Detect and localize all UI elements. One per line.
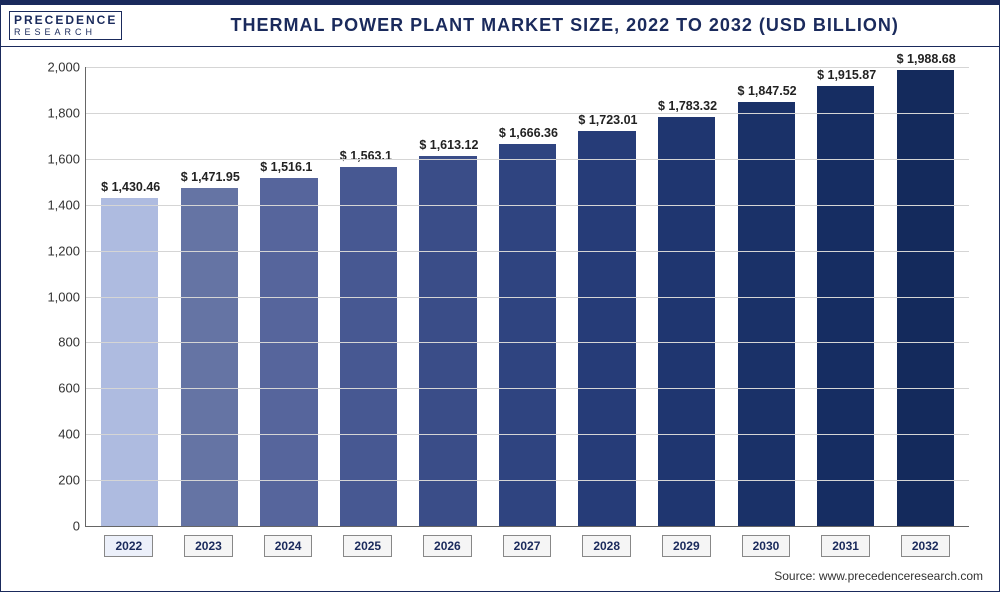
x-tick-label: 2032	[901, 535, 950, 557]
x-tick-label-wrap: 2028	[567, 535, 647, 557]
brand-logo-line1: PRECEDENCE	[14, 14, 117, 26]
x-tick-label-wrap: 2023	[169, 535, 249, 557]
x-tick-label-wrap: 2024	[248, 535, 328, 557]
gridline	[86, 434, 969, 435]
source-attribution: Source: www.precedenceresearch.com	[774, 569, 983, 583]
bar: $ 1,666.36	[499, 144, 556, 526]
bar: $ 1,430.46	[101, 198, 158, 526]
bar-value-label: $ 1,723.01	[578, 113, 637, 127]
y-tick-label: 1,600	[32, 151, 80, 166]
x-tick-label: 2027	[503, 535, 552, 557]
gridline	[86, 342, 969, 343]
chart-title: THERMAL POWER PLANT MARKET SIZE, 2022 TO…	[130, 15, 999, 36]
gridline	[86, 480, 969, 481]
y-tick-label: 200	[32, 473, 80, 488]
y-tick-label: 400	[32, 427, 80, 442]
bar-value-label: $ 1,915.87	[817, 68, 876, 82]
bar: $ 1,516.1	[260, 178, 317, 526]
x-axis-labels: 2022 2023 2024 2025 2026 2027 2028 2029 2030 2031…	[85, 535, 969, 557]
bar-value-label: $ 1,783.32	[658, 99, 717, 113]
x-tick-label: 2024	[264, 535, 313, 557]
bar: $ 1,471.95	[181, 188, 238, 526]
x-tick-label: 2030	[742, 535, 791, 557]
bar-value-label: $ 1,471.95	[181, 170, 240, 184]
bar: $ 1,988.68	[897, 70, 954, 526]
x-tick-label: 2029	[662, 535, 711, 557]
x-tick-label: 2031	[821, 535, 870, 557]
bar-value-label: $ 1,847.52	[738, 84, 797, 98]
x-tick-label: 2022	[104, 535, 153, 557]
y-tick-label: 2,000	[32, 60, 80, 75]
bar-value-label: $ 1,516.1	[260, 160, 312, 174]
x-tick-label: 2025	[343, 535, 392, 557]
gridline	[86, 388, 969, 389]
bar-value-label: $ 1,430.46	[101, 180, 160, 194]
bar: $ 1,723.01	[578, 131, 635, 526]
bar: $ 1,783.32	[658, 117, 715, 526]
gridline	[86, 251, 969, 252]
x-tick-label: 2026	[423, 535, 472, 557]
gridline	[86, 297, 969, 298]
bar: $ 1,915.87	[817, 86, 874, 526]
x-tick-label-wrap: 2030	[726, 535, 806, 557]
x-tick-label-wrap: 2031	[806, 535, 886, 557]
brand-logo-line2: RESEARCH	[14, 28, 117, 37]
brand-logo: PRECEDENCE RESEARCH	[9, 11, 122, 40]
bar: $ 1,563.1	[340, 167, 397, 526]
bar-value-label: $ 1,563.1	[340, 149, 392, 163]
y-tick-label: 800	[32, 335, 80, 350]
bar-value-label: $ 1,988.68	[897, 52, 956, 66]
bar-value-label: $ 1,613.12	[419, 138, 478, 152]
gridline	[86, 67, 969, 68]
gridline	[86, 205, 969, 206]
y-tick-label: 600	[32, 381, 80, 396]
chart-container: PRECEDENCE RESEARCH THERMAL POWER PLANT …	[0, 0, 1000, 592]
x-tick-label-wrap: 2022	[89, 535, 169, 557]
x-tick-label: 2023	[184, 535, 233, 557]
x-tick-label-wrap: 2026	[408, 535, 488, 557]
y-tick-label: 1,200	[32, 243, 80, 258]
gridline	[86, 113, 969, 114]
bar-value-label: $ 1,666.36	[499, 126, 558, 140]
y-axis	[15, 67, 75, 487]
x-tick-label-wrap: 2029	[646, 535, 726, 557]
y-tick-label: 1,800	[32, 105, 80, 120]
plot-region: $ 1,430.46 $ 1,471.95 $ 1,516.1 $ 1,563.1 $ …	[85, 67, 969, 527]
header: PRECEDENCE RESEARCH THERMAL POWER PLANT …	[1, 5, 999, 47]
y-tick-label: 0	[32, 519, 80, 534]
chart-area: $ 1,430.46 $ 1,471.95 $ 1,516.1 $ 1,563.1 $ …	[1, 47, 999, 547]
x-tick-label-wrap: 2027	[487, 535, 567, 557]
x-tick-label-wrap: 2032	[885, 535, 965, 557]
y-tick-label: 1,400	[32, 197, 80, 212]
gridline	[86, 159, 969, 160]
x-tick-label-wrap: 2025	[328, 535, 408, 557]
bar: $ 1,847.52	[738, 102, 795, 526]
y-tick-label: 1,000	[32, 289, 80, 304]
x-tick-label: 2028	[582, 535, 631, 557]
bar: $ 1,613.12	[419, 156, 476, 526]
